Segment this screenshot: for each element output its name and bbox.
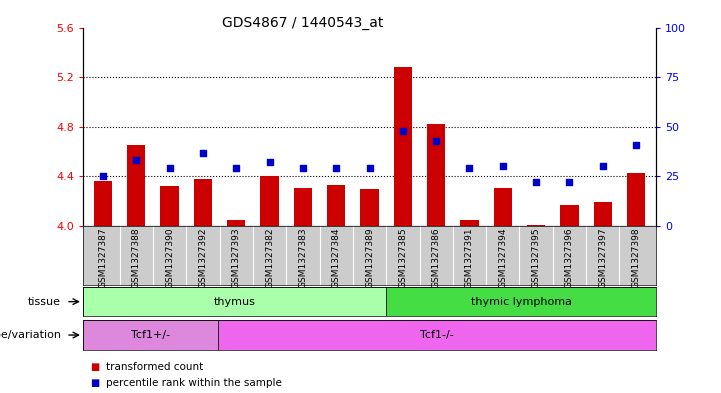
Point xyxy=(531,179,542,185)
Bar xyxy=(260,176,279,226)
Bar xyxy=(360,189,379,226)
Text: GSM1327388: GSM1327388 xyxy=(132,228,141,288)
Text: GSM1327387: GSM1327387 xyxy=(98,228,107,288)
Bar xyxy=(327,185,345,226)
Point xyxy=(231,165,242,172)
Text: GSM1327392: GSM1327392 xyxy=(198,228,208,288)
Text: GSM1327385: GSM1327385 xyxy=(398,228,407,288)
Point xyxy=(630,141,642,148)
Bar xyxy=(394,67,412,226)
Text: ■: ■ xyxy=(90,362,99,373)
Bar xyxy=(194,179,212,226)
Bar xyxy=(160,186,179,226)
Bar xyxy=(293,187,312,226)
Point xyxy=(363,165,375,172)
Text: GSM1327386: GSM1327386 xyxy=(432,228,441,288)
Bar xyxy=(494,187,512,226)
Bar xyxy=(527,225,545,226)
Bar xyxy=(127,145,146,226)
Bar xyxy=(386,287,656,316)
Point xyxy=(397,128,409,134)
Text: GSM1327391: GSM1327391 xyxy=(465,228,474,288)
Text: GSM1327393: GSM1327393 xyxy=(231,228,241,288)
Point xyxy=(197,149,208,156)
Text: GSM1327390: GSM1327390 xyxy=(165,228,174,288)
Bar xyxy=(218,320,656,350)
Text: GSM1327383: GSM1327383 xyxy=(298,228,307,288)
Point xyxy=(97,173,109,180)
Text: Tcf1+/-: Tcf1+/- xyxy=(131,330,170,340)
Point xyxy=(131,157,142,163)
Text: GSM1327382: GSM1327382 xyxy=(265,228,274,288)
Bar xyxy=(94,181,112,226)
Point xyxy=(564,179,575,185)
Bar xyxy=(560,205,579,226)
Text: percentile rank within the sample: percentile rank within the sample xyxy=(106,378,282,388)
Bar xyxy=(227,220,245,226)
Text: ■: ■ xyxy=(90,378,99,388)
Point xyxy=(330,165,342,172)
Bar xyxy=(83,320,218,350)
Point xyxy=(430,138,442,144)
Bar xyxy=(460,220,479,226)
Bar xyxy=(627,173,645,226)
Text: GSM1327395: GSM1327395 xyxy=(531,228,541,288)
Text: GSM1327384: GSM1327384 xyxy=(332,228,341,288)
Text: GSM1327396: GSM1327396 xyxy=(565,228,574,288)
Text: transformed count: transformed count xyxy=(106,362,203,373)
Text: GSM1327398: GSM1327398 xyxy=(632,228,641,288)
Text: GSM1327397: GSM1327397 xyxy=(598,228,607,288)
Bar xyxy=(427,124,446,226)
Point xyxy=(497,163,508,170)
Text: thymus: thymus xyxy=(213,297,255,307)
Text: genotype/variation: genotype/variation xyxy=(0,330,61,340)
Point xyxy=(164,165,175,172)
Text: thymic lymphoma: thymic lymphoma xyxy=(471,297,572,307)
Text: tissue: tissue xyxy=(28,297,61,307)
Text: Tcf1-/-: Tcf1-/- xyxy=(420,330,454,340)
Bar xyxy=(593,202,612,226)
Text: GSM1327389: GSM1327389 xyxy=(365,228,374,288)
Text: GSM1327394: GSM1327394 xyxy=(498,228,508,288)
Text: GDS4867 / 1440543_at: GDS4867 / 1440543_at xyxy=(222,16,384,30)
Bar xyxy=(83,287,386,316)
Point xyxy=(264,159,275,165)
Point xyxy=(297,165,309,172)
Point xyxy=(464,165,475,172)
Point xyxy=(597,163,609,170)
